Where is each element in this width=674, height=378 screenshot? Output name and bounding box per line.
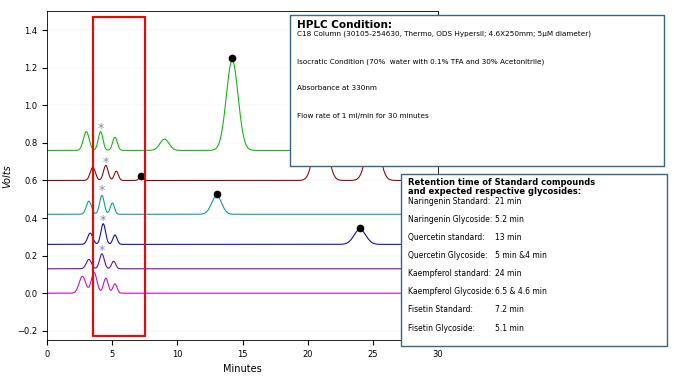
Text: Naringenin Standard:: Naringenin Standard:	[408, 197, 490, 206]
Text: Fisetin: Fisetin	[445, 262, 470, 271]
Y-axis label: Volts: Volts	[2, 164, 11, 187]
Bar	[93, 17, 145, 336]
Text: 24 min: 24 min	[495, 269, 522, 278]
Text: Kaempferol Glycoside:: Kaempferol Glycoside:	[408, 287, 493, 296]
Text: 6.5 & 4.6 min: 6.5 & 4.6 min	[495, 287, 547, 296]
Text: *: *	[99, 184, 105, 197]
Text: Quercetin standard:: Quercetin standard:	[408, 233, 485, 242]
Text: *: *	[100, 214, 106, 228]
Text: 7.2 min: 7.2 min	[495, 305, 524, 314]
Text: *: *	[99, 245, 105, 257]
Text: Absorbance at 330nm: Absorbance at 330nm	[297, 85, 377, 91]
Text: 5.2 min: 5.2 min	[495, 215, 524, 224]
Text: HPLC Condition:: HPLC Condition:	[297, 20, 392, 29]
Text: Quercetin: Quercetin	[445, 208, 482, 217]
Text: Naringenin Glycoside:: Naringenin Glycoside:	[408, 215, 492, 224]
Text: Kaempferol: Kaempferol	[445, 238, 489, 247]
Text: Fisetin Standard:: Fisetin Standard:	[408, 305, 472, 314]
Text: Flow rate of 1 ml/min for 30 minutes: Flow rate of 1 ml/min for 30 minutes	[297, 113, 428, 119]
Text: Kaempferol standard:: Kaempferol standard:	[408, 269, 491, 278]
Text: 13 min: 13 min	[495, 233, 522, 242]
Text: C18 Column (30105-254630, Thermo, ODS Hypersil; 4.6X250mm; 5μM diameter): C18 Column (30105-254630, Thermo, ODS Hy…	[297, 31, 590, 37]
X-axis label: Minutes: Minutes	[223, 364, 262, 375]
Text: *: *	[98, 122, 104, 135]
Text: Fisetin Glycoside:: Fisetin Glycoside:	[408, 324, 474, 333]
Text: Isocratic Condition (70%  water with 0.1% TFA and 30% Acetonitrile): Isocratic Condition (70% water with 0.1%…	[297, 58, 544, 65]
Text: 5.1 min: 5.1 min	[495, 324, 524, 333]
Text: Control: Control	[445, 287, 472, 296]
Text: *: *	[102, 156, 109, 169]
Text: Baicalein: Baicalein	[445, 144, 480, 153]
Text: Quercetin Glycoside:: Quercetin Glycoside:	[408, 251, 487, 260]
Text: 21 min: 21 min	[495, 197, 522, 206]
Text: and expected respective glycosides:: and expected respective glycosides:	[408, 187, 581, 196]
Text: Retention time of Standard compounds: Retention time of Standard compounds	[408, 178, 595, 187]
Text: Naringenin: Naringenin	[445, 174, 487, 183]
Text: 5 min &4 min: 5 min &4 min	[495, 251, 547, 260]
